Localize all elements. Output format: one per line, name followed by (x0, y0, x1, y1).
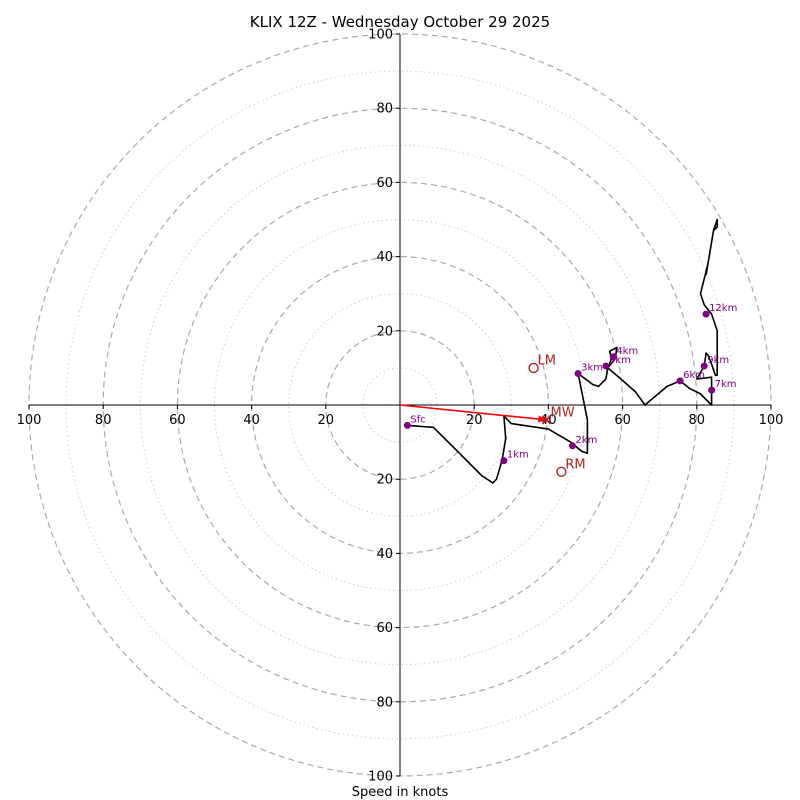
y-tick-label-top-100: 100 (368, 28, 393, 43)
x-tick-label-left-20: 20 (318, 413, 335, 428)
height-label-9km: 9km (707, 355, 729, 366)
height-label-12km: 12km (709, 303, 737, 314)
x-tick-label-right-20: 20 (466, 413, 483, 428)
chart-title: KLIX 12Z - Wednesday October 29 2025 (250, 13, 550, 31)
y-tick-label-bottom-20: 20 (376, 473, 393, 488)
mw-x-marker (541, 415, 552, 425)
rm-label: RM (565, 457, 585, 472)
hodograph-trace-group (407, 218, 719, 484)
y-tick-label-bottom-100: 100 (368, 770, 393, 785)
height-label-sfc: Sfc (410, 414, 425, 425)
height-label-1km: 1km (507, 450, 529, 461)
height-marker-7km (708, 386, 716, 394)
lm-marker (528, 362, 539, 374)
tick-labels: 2020202040404040606060608080808010010010… (17, 28, 784, 785)
x-tick-label-left-60: 60 (169, 413, 186, 428)
height-marker-sfc (403, 421, 411, 429)
height-marker-9km (700, 362, 708, 370)
storm-motion-group: LM RM MW (399, 353, 586, 477)
mean-wind-vector (399, 404, 547, 421)
height-marker-2km (569, 442, 577, 450)
y-tick-label-bottom-40: 40 (376, 547, 393, 562)
height-label-7km: 7km (715, 379, 737, 390)
y-tick-label-top-20: 20 (376, 324, 393, 339)
x-tick-label-left-40: 40 (243, 413, 260, 428)
y-tick-label-top-40: 40 (376, 250, 393, 265)
x-tick-label-left-80: 80 (95, 413, 112, 428)
hodograph-trace (407, 218, 719, 484)
height-label-6km: 6km (683, 370, 705, 381)
x-tick-label-right-80: 80 (689, 413, 706, 428)
height-label-5km: 5km (609, 355, 631, 366)
height-marker-3km (574, 369, 582, 377)
height-label-4km: 4km (616, 346, 638, 357)
height-marker-5km (602, 362, 610, 370)
mw-label: MW (551, 405, 575, 420)
y-tick-label-bottom-60: 60 (376, 621, 393, 636)
y-tick-label-top-80: 80 (376, 102, 393, 117)
height-marker-12km (702, 310, 710, 318)
x-tick-label-right-100: 100 (759, 413, 784, 428)
y-tick-label-top-60: 60 (376, 176, 393, 191)
height-marker-6km (676, 377, 684, 385)
x-tick-label-left-100: 100 (17, 413, 42, 428)
height-marker-4km (609, 353, 617, 361)
x-axis-label: Speed in knots (352, 785, 449, 800)
lm-label: LM (538, 353, 556, 368)
height-label-3km: 3km (581, 362, 603, 373)
y-tick-label-bottom-80: 80 (376, 695, 393, 710)
mean-wind-arrowhead (537, 415, 547, 423)
height-marker-1km (500, 457, 508, 465)
height-label-2km: 2km (576, 435, 598, 446)
x-tick-label-right-60: 60 (614, 413, 631, 428)
rm-marker (556, 466, 567, 477)
